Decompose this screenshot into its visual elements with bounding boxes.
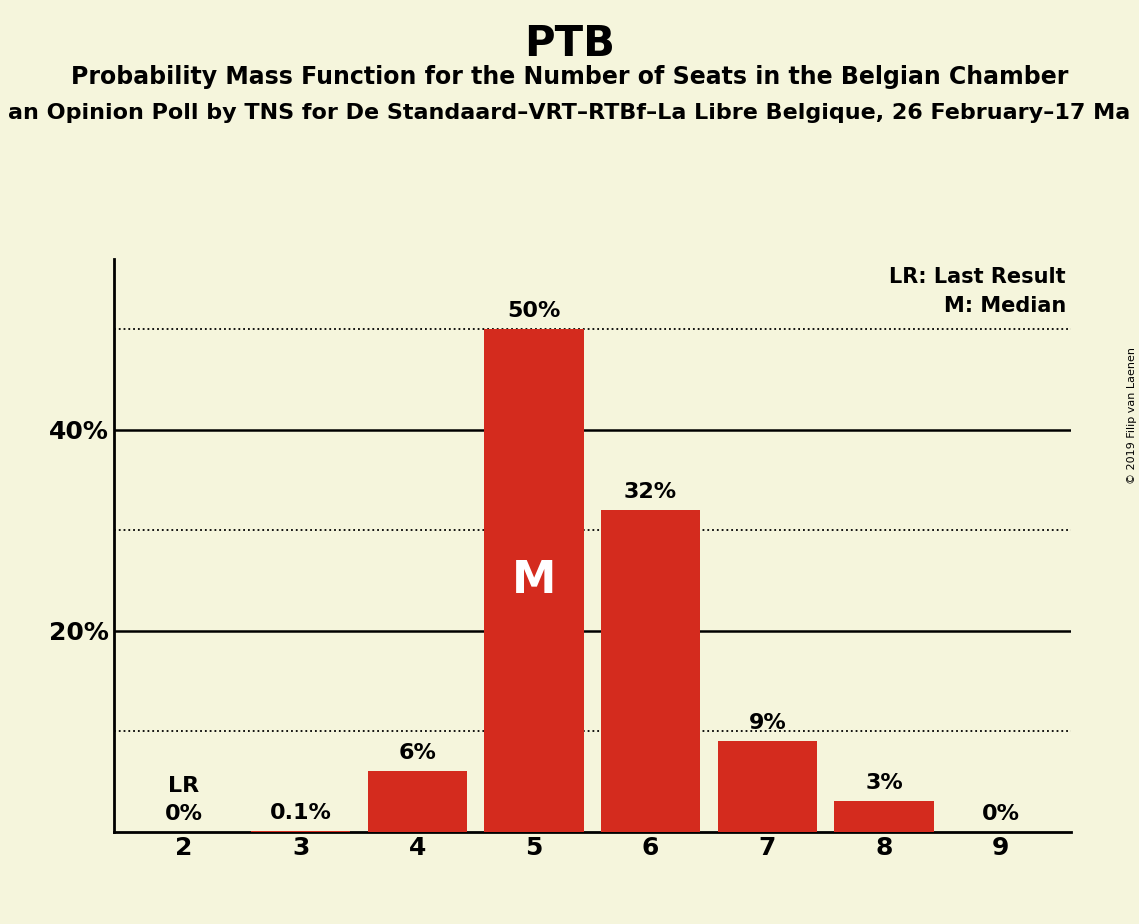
Text: 32%: 32% xyxy=(624,482,678,502)
Text: 0.1%: 0.1% xyxy=(270,803,331,822)
Bar xyxy=(484,329,583,832)
Text: an Opinion Poll by TNS for De Standaard–VRT–RTBf–La Libre Belgique, 26 February–: an Opinion Poll by TNS for De Standaard–… xyxy=(8,103,1131,124)
Text: 6%: 6% xyxy=(399,743,436,763)
Text: PTB: PTB xyxy=(524,23,615,65)
Text: 3%: 3% xyxy=(866,773,903,794)
Bar xyxy=(368,772,467,832)
Text: 50%: 50% xyxy=(507,301,560,321)
Bar xyxy=(718,741,817,832)
Text: M: M xyxy=(511,559,556,602)
Text: 9%: 9% xyxy=(748,713,786,733)
Bar xyxy=(835,801,934,832)
Bar xyxy=(601,510,700,832)
Text: LR: Last Result: LR: Last Result xyxy=(890,267,1066,287)
Text: Probability Mass Function for the Number of Seats in the Belgian Chamber: Probability Mass Function for the Number… xyxy=(71,65,1068,89)
Text: © 2019 Filip van Laenen: © 2019 Filip van Laenen xyxy=(1126,347,1137,484)
Bar xyxy=(251,831,350,832)
Text: 0%: 0% xyxy=(165,804,203,823)
Text: M: Median: M: Median xyxy=(943,296,1066,316)
Text: LR: LR xyxy=(169,776,199,796)
Text: 0%: 0% xyxy=(982,804,1019,823)
